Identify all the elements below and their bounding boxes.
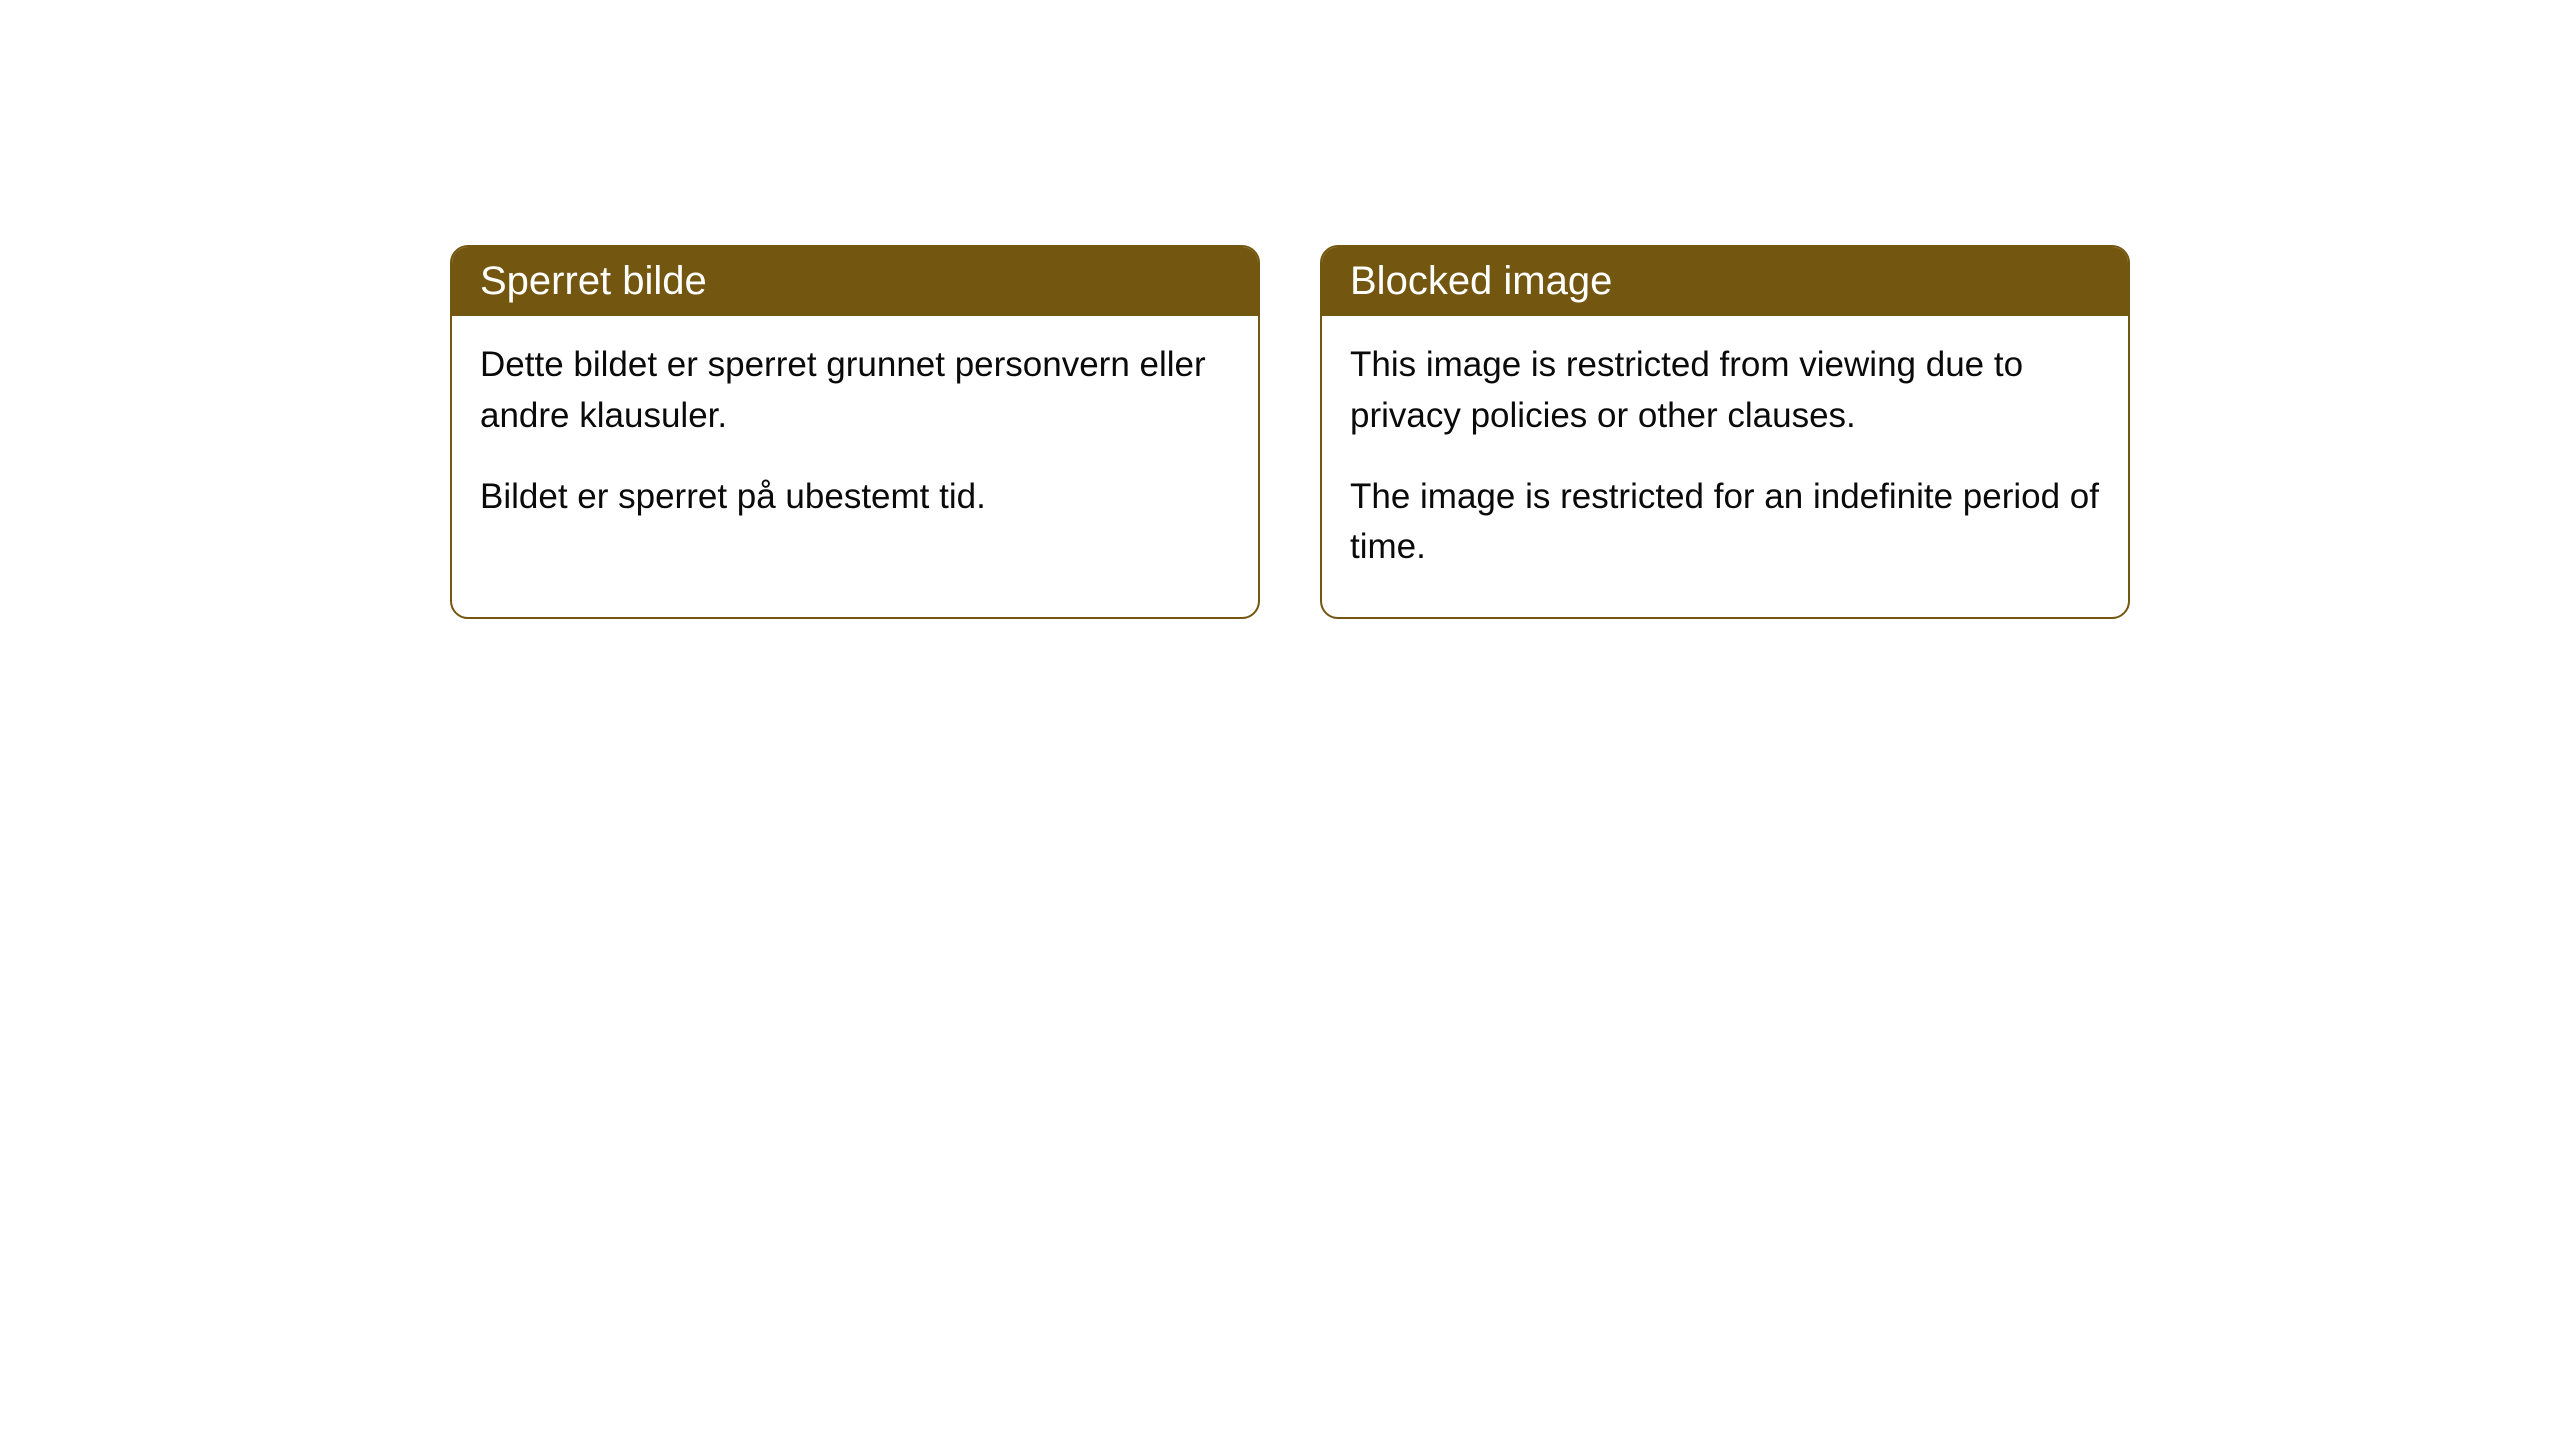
blocked-image-card-english: Blocked image This image is restricted f…: [1320, 245, 2130, 619]
card-title: Blocked image: [1350, 259, 1612, 303]
card-body-norwegian: Dette bildet er sperret grunnet personve…: [452, 316, 1258, 566]
card-body-english: This image is restricted from viewing du…: [1322, 316, 2128, 617]
card-header-english: Blocked image: [1322, 247, 2128, 316]
card-paragraph-2: Bildet er sperret på ubestemt tid.: [480, 472, 1230, 523]
card-header-norwegian: Sperret bilde: [452, 247, 1258, 316]
card-title: Sperret bilde: [480, 259, 707, 303]
cards-container: Sperret bilde Dette bildet er sperret gr…: [0, 0, 2560, 619]
card-paragraph-1: Dette bildet er sperret grunnet personve…: [480, 340, 1230, 442]
blocked-image-card-norwegian: Sperret bilde Dette bildet er sperret gr…: [450, 245, 1260, 619]
card-paragraph-2: The image is restricted for an indefinit…: [1350, 472, 2100, 574]
card-paragraph-1: This image is restricted from viewing du…: [1350, 340, 2100, 442]
